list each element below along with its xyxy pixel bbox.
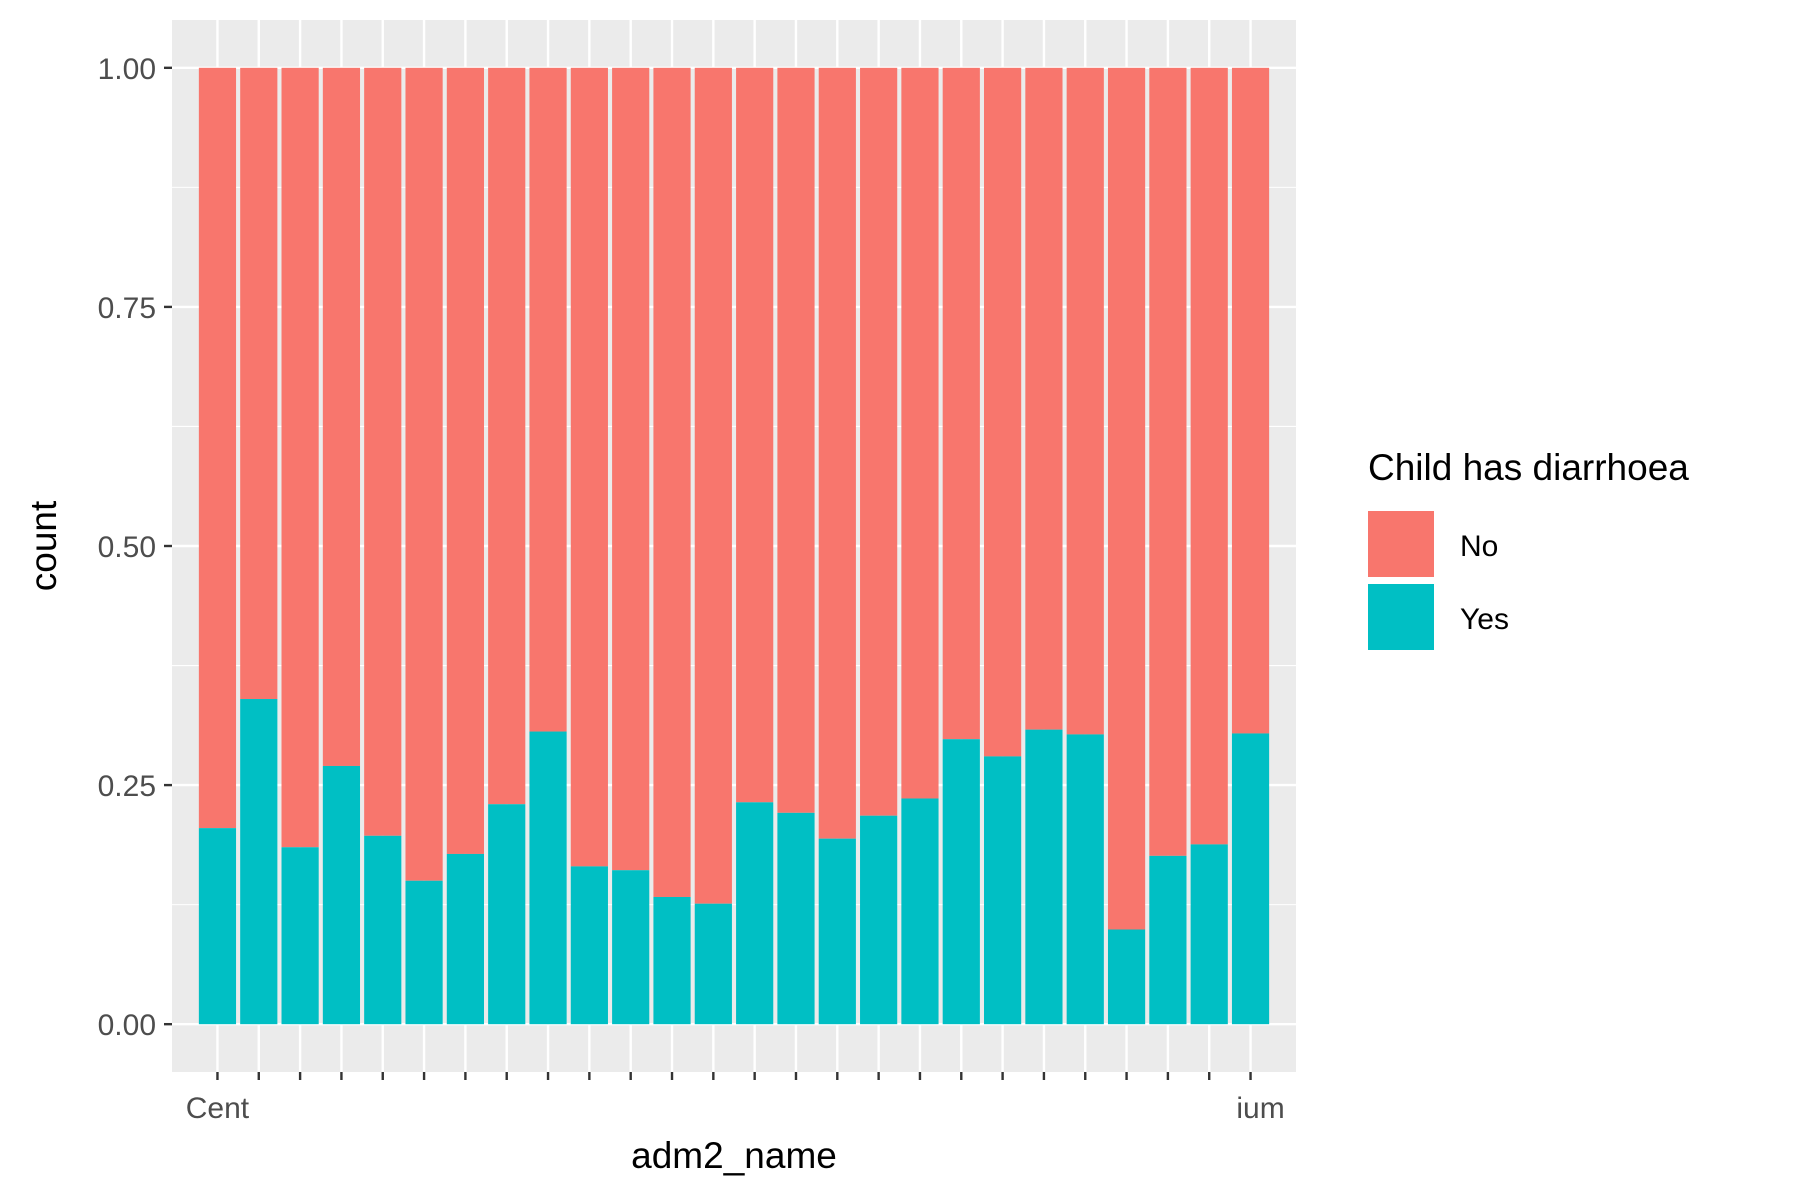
- bar-segment-no: [364, 67, 402, 836]
- bar-segment-no: [1107, 67, 1146, 930]
- bar-segment-no: [446, 67, 484, 854]
- axes: 0.00 0.25 0.50 0.75 1.00 Cent ium: [98, 53, 1285, 1125]
- bar-segment-yes: [984, 756, 1022, 1025]
- bar-segment-yes: [653, 896, 691, 1025]
- legend-key-no: [1368, 511, 1434, 577]
- bar-segment-yes: [694, 903, 732, 1025]
- bar-segment-no: [570, 67, 608, 867]
- bar-segment-no: [942, 67, 980, 740]
- bar-segment-yes: [405, 880, 443, 1025]
- legend: Child has diarrhoea No Yes: [1368, 447, 1689, 650]
- bar-segment-no: [777, 67, 815, 813]
- bar-segment-no: [405, 67, 443, 881]
- x-tick-label: Cent: [186, 1092, 250, 1125]
- bar-segment-no: [240, 67, 278, 700]
- bar-segment-yes: [322, 765, 361, 1025]
- y-tick-label: 1.00: [98, 53, 156, 86]
- y-tick-label: 0.75: [98, 292, 156, 325]
- bar-segment-yes: [1231, 733, 1270, 1025]
- bar-segment-no: [1025, 67, 1063, 730]
- bar-segment-no: [901, 67, 939, 799]
- bar-segment-yes: [777, 812, 815, 1025]
- bar-segment-no: [612, 67, 650, 871]
- bars: [198, 67, 1270, 1025]
- bar-segment-yes: [1149, 855, 1187, 1025]
- bar-segment-yes: [198, 828, 237, 1025]
- x-axis-title: adm2_name: [631, 1135, 837, 1176]
- bar-segment-yes: [240, 699, 278, 1025]
- bar-segment-yes: [612, 870, 650, 1025]
- bar-segment-no: [322, 67, 361, 766]
- bar-segment-yes: [1025, 729, 1063, 1025]
- bar-segment-yes: [901, 798, 939, 1025]
- bar-segment-yes: [488, 804, 526, 1025]
- x-tick-label: ium: [1236, 1092, 1284, 1125]
- bar-segment-yes: [281, 847, 319, 1025]
- y-axis-title: count: [23, 500, 64, 591]
- bar-segment-no: [984, 67, 1022, 757]
- legend-label-yes: Yes: [1460, 603, 1509, 636]
- bar-segment-no: [1149, 67, 1187, 856]
- bar-segment-yes: [736, 802, 774, 1025]
- bar-segment-yes: [1066, 734, 1104, 1025]
- bar-segment-yes: [570, 866, 608, 1025]
- bar-segment-yes: [1190, 844, 1228, 1025]
- bar-segment-yes: [860, 815, 898, 1025]
- y-tick-label: 0.25: [98, 770, 156, 803]
- legend-title: Child has diarrhoea: [1368, 447, 1689, 488]
- bar-segment-yes: [942, 739, 980, 1025]
- bar-segment-no: [488, 67, 526, 805]
- bar-segment-no: [1231, 67, 1270, 734]
- bar-segment-yes: [1107, 929, 1146, 1025]
- legend-label-no: No: [1460, 530, 1498, 563]
- bar-segment-no: [736, 67, 774, 803]
- bar-segment-no: [1066, 67, 1104, 735]
- bar-segment-yes: [364, 835, 402, 1025]
- y-tick-label: 0.50: [98, 531, 156, 564]
- bar-segment-no: [860, 67, 898, 816]
- bar-segment-yes: [818, 838, 856, 1025]
- bar-segment-no: [694, 67, 732, 904]
- bar-segment-yes: [446, 853, 484, 1025]
- y-tick-label: 0.00: [98, 1009, 156, 1042]
- bar-segment-no: [653, 67, 691, 897]
- bar-segment-no: [198, 67, 237, 829]
- bar-segment-no: [1190, 67, 1228, 845]
- bar-segment-no: [818, 67, 856, 839]
- legend-key-yes: [1368, 584, 1434, 650]
- bar-segment-yes: [529, 731, 567, 1025]
- bar-segment-no: [281, 67, 319, 848]
- bar-segment-no: [529, 67, 567, 732]
